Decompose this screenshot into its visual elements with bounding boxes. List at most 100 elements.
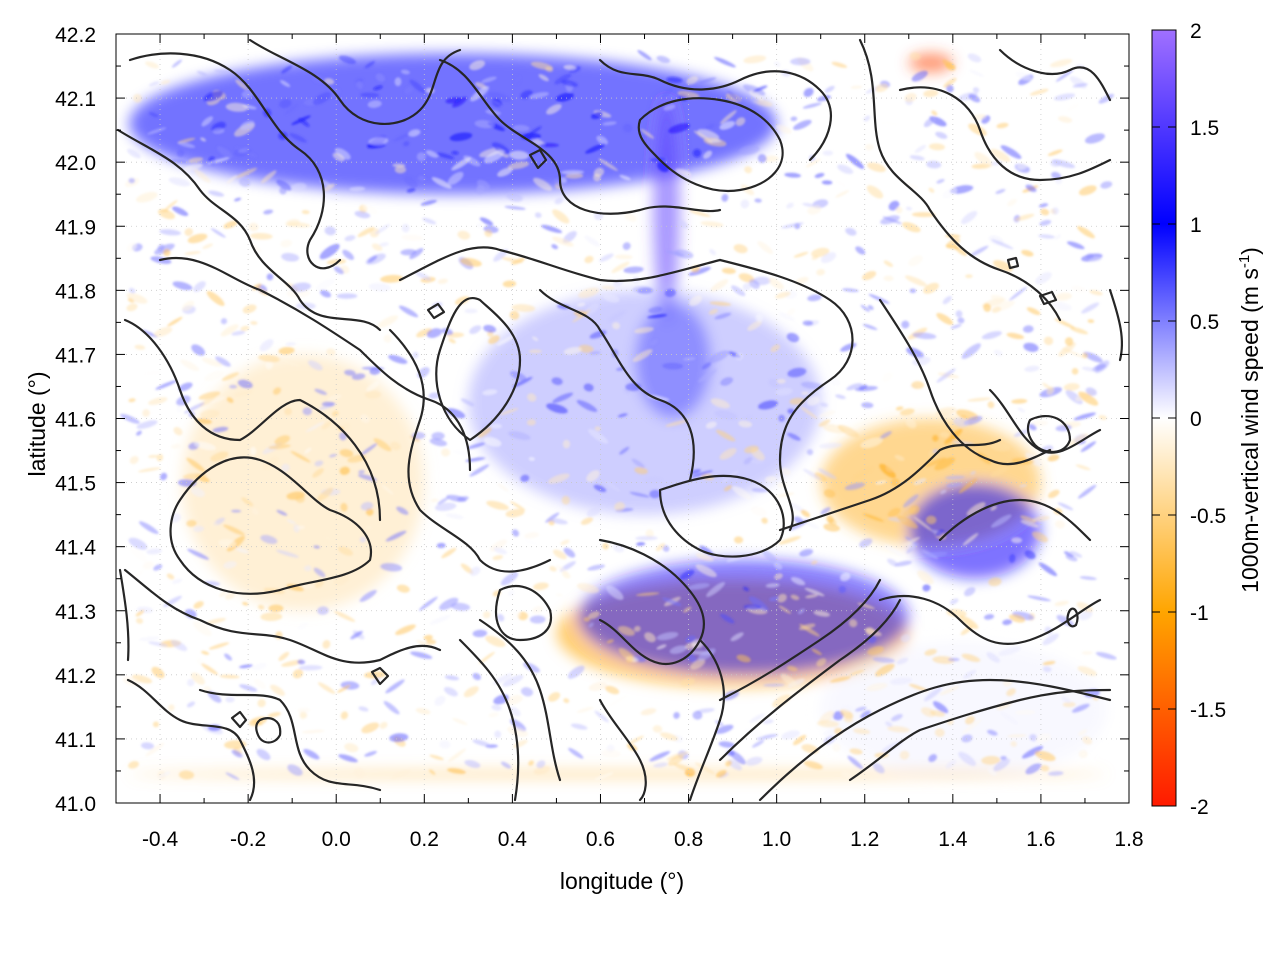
contour-line — [898, 86, 1112, 182]
heatmap-speckle — [1042, 633, 1059, 646]
heatmap-speckle — [786, 665, 798, 672]
heatmap-speckle — [365, 390, 382, 399]
contour-line — [878, 595, 1102, 645]
heatmap-speckle — [396, 584, 410, 593]
heatmap-speckle — [601, 285, 615, 290]
heatmap-speckle — [129, 455, 139, 465]
x-tick-label: 1.4 — [938, 828, 968, 851]
x-tick-label: 0.6 — [586, 828, 615, 851]
heatmap-speckle — [743, 586, 749, 592]
heatmap-speckle — [494, 730, 502, 739]
heatmap-speckle — [484, 229, 493, 237]
heatmap-speckle — [763, 155, 779, 163]
heatmap-speckle — [731, 285, 746, 297]
heatmap-speckle — [781, 730, 800, 740]
contour-line — [598, 698, 647, 802]
heatmap-speckle — [451, 602, 471, 611]
heatmap-speckle — [935, 131, 948, 139]
heatmap-speckle — [321, 421, 332, 430]
heatmap-speckle — [793, 734, 807, 746]
heatmap-speckle — [1014, 213, 1035, 221]
heatmap-speckle — [743, 604, 762, 610]
heatmap-speckle — [872, 762, 885, 774]
heatmap-speckle — [1035, 733, 1051, 743]
heatmap-speckle — [1009, 554, 1016, 563]
heatmap-speckle — [776, 378, 786, 384]
heatmap-speckle — [140, 742, 155, 750]
heatmap-speckle — [663, 104, 676, 111]
heatmap-speckle — [377, 315, 399, 328]
heatmap-speckle — [1048, 771, 1064, 776]
heatmap-speckle — [780, 673, 798, 687]
heatmap-speckle — [922, 584, 931, 592]
heatmap-speckle — [666, 250, 685, 257]
heatmap-speckle — [701, 362, 712, 370]
heatmap-speckle — [683, 606, 692, 613]
heatmap-speckle — [1042, 660, 1056, 666]
heatmap-speckle — [751, 740, 765, 748]
heatmap-speckle — [593, 173, 601, 182]
heatmap-speckle — [263, 209, 274, 215]
heatmap-speckle — [483, 437, 502, 447]
heatmap-speckle — [276, 549, 299, 558]
contour-line — [938, 498, 1092, 542]
heatmap-speckle — [532, 605, 544, 614]
heatmap-speckle — [1023, 342, 1039, 352]
heatmap-speckle — [1079, 576, 1097, 581]
heatmap-speckle — [649, 751, 671, 762]
heatmap-speckle — [849, 619, 858, 628]
heatmap-speckle — [754, 198, 762, 203]
heatmap-speckle — [847, 755, 864, 769]
heatmap-speckle — [285, 103, 299, 115]
contour-line — [426, 302, 446, 320]
heatmap-speckle — [1042, 666, 1052, 673]
heatmap-speckle — [988, 577, 1002, 587]
heatmap-speckle — [128, 398, 136, 403]
y-tick-label: 41.7 — [55, 344, 96, 367]
heatmap-speckle — [508, 611, 521, 621]
heatmap-speckle — [338, 754, 358, 763]
heatmap-speckle — [452, 718, 468, 726]
heatmap-speckle — [337, 684, 351, 693]
heatmap-speckle — [736, 654, 751, 663]
heatmap-speckle — [483, 324, 497, 333]
x-tick-label: 0.2 — [410, 828, 439, 851]
heatmap-speckle — [970, 470, 976, 475]
heatmap-speckle — [383, 334, 392, 343]
heatmap-speckle — [445, 513, 464, 519]
heatmap-speckle — [231, 509, 242, 513]
heatmap-speckle — [513, 75, 521, 85]
heatmap-speckle — [695, 564, 717, 578]
heatmap-speckle — [811, 648, 822, 656]
heatmap-speckle — [241, 89, 254, 99]
heatmap-speckle — [428, 392, 440, 399]
heatmap-speckle — [570, 723, 588, 730]
heatmap-speckle — [238, 177, 251, 187]
contour-line — [1006, 256, 1020, 270]
heatmap-speckle — [364, 525, 373, 531]
heatmap-speckle — [128, 761, 139, 769]
heatmap-speckle — [258, 604, 265, 610]
heatmap-speckle — [448, 748, 467, 763]
heatmap-speckle — [896, 515, 918, 529]
colorbar-tick-label: 2 — [1190, 20, 1202, 43]
heatmap-speckle — [1025, 184, 1037, 193]
heatmap-speckle — [1061, 696, 1071, 704]
heatmap-speckle — [996, 122, 1009, 129]
heatmap-speckle — [826, 515, 834, 524]
heatmap-speckle — [277, 357, 300, 367]
heatmap-speckle — [373, 438, 392, 452]
heatmap-speckle — [236, 167, 258, 179]
heatmap-speckle — [963, 669, 977, 679]
heatmap-speckle — [648, 306, 663, 314]
heatmap-speckle — [362, 204, 378, 215]
heatmap-speckle — [491, 142, 510, 155]
heatmap-speckle — [855, 706, 867, 712]
colorbar-tick-label: 1 — [1190, 214, 1202, 237]
heatmap-speckle — [324, 226, 336, 236]
heatmap-speckle — [795, 276, 809, 285]
heatmap-speckle — [911, 70, 928, 82]
heatmap-speckle — [863, 115, 871, 122]
heatmap-speckle — [128, 177, 136, 184]
heatmap-speckle — [314, 460, 324, 467]
